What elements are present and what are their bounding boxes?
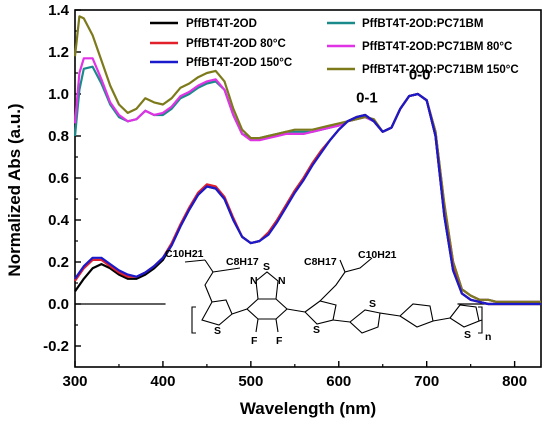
y-tick-label: 1.0 — [48, 86, 69, 103]
x-axis-title: Wavelength (nm) — [240, 399, 376, 418]
repeat-unit-n: n — [485, 331, 491, 343]
thiophene-ring-1 — [201, 299, 233, 326]
legend-label-5: PffBT4T-2OD:PC71BM 80°C — [362, 41, 512, 53]
thiophene-ring-4 — [399, 303, 434, 328]
y-tick-label: 0.8 — [48, 128, 69, 145]
series-lines — [73, 15, 541, 306]
atom-s-thiadiazole: S — [263, 261, 270, 273]
benzene-ring — [246, 298, 288, 320]
bond-3 — [332, 319, 351, 323]
bond-4 — [379, 312, 401, 317]
y-tick-label: 1.4 — [48, 2, 70, 19]
alkyl-label-c8h17-right: C8H17 — [304, 256, 337, 268]
series-line — [73, 15, 541, 303]
x-tick-label: 600 — [326, 373, 351, 390]
atom-f-2: F — [276, 335, 283, 347]
legend-label-2: PffBT4T-2OD 80°C — [186, 38, 286, 50]
bond-2 — [286, 308, 306, 313]
series-line — [74, 92, 541, 306]
y-tick-label: 0.4 — [48, 212, 70, 229]
legend: PffBT4T-2OD PffBT4T-2OD 80°C PffBT4T-2OD… — [150, 18, 519, 76]
x-tick-label: 400 — [150, 373, 175, 390]
x-tick-label: 700 — [414, 373, 439, 390]
annotation-0-1: 0-1 — [356, 90, 378, 107]
legend-label-3: PffBT4T-2OD 150°C — [186, 57, 292, 69]
alkyl-label-c8h17-left: C8H17 — [226, 256, 259, 268]
y-tick-label: 0.6 — [48, 170, 69, 187]
atom-n-1: N — [250, 275, 258, 287]
alkyl-label-c10h21-left: C10H21 — [165, 248, 204, 260]
plot-frame — [74, 9, 542, 368]
thiophene-ring-3 — [349, 309, 381, 334]
thiadiazole-ring — [255, 271, 279, 300]
y-tick-label: 0.0 — [48, 296, 69, 313]
x-tick-label: 300 — [62, 373, 87, 390]
thiophene-ring-5 — [449, 304, 480, 328]
legend-label-4: PffBT4T-2OD:PC71BM — [362, 18, 483, 30]
polymer-structure — [184, 257, 483, 334]
bond-5 — [432, 317, 451, 322]
y-axis-title: Normalized Abs (a.u.) — [5, 103, 24, 276]
atom-s-2: S — [313, 324, 320, 336]
alkyl-chain-right — [319, 257, 373, 302]
annotation-0-0: 0-0 — [409, 67, 431, 84]
y-tick-label: 0.2 — [48, 254, 69, 271]
atom-s-3: S — [369, 298, 376, 310]
atom-s-4: S — [464, 329, 471, 341]
legend-label-1: PffBT4T-2OD — [186, 18, 257, 30]
bond-1 — [231, 308, 248, 315]
atom-s-1: S — [214, 325, 221, 337]
y-tick-label: -0.2 — [43, 338, 69, 355]
fluoro-bond-2 — [275, 318, 279, 333]
legend-label-6: PffBT4T-2OD:PC71BM 150°C — [362, 64, 519, 76]
atom-n-2: N — [278, 275, 286, 287]
bond-6 — [478, 319, 483, 322]
alkyl-chain-left — [184, 259, 241, 303]
polymer-labels: C10H21 C8H17 C8H17 C10H21 N S N F F S S … — [165, 248, 491, 347]
x-tick-label: 500 — [238, 373, 263, 390]
axis-ticks: 300 400 500 600 700 800 -0.2 0.0 0.2 0.4 0.6 0.8 1.0… — [43, 2, 527, 390]
fluoro-bond-1 — [255, 318, 259, 333]
alkyl-label-c10h21-right: C10H21 — [358, 249, 397, 261]
x-tick-label: 800 — [502, 373, 527, 390]
atom-f-1: F — [251, 335, 258, 347]
thiophene-ring-2 — [304, 300, 337, 325]
y-tick-label: 1.2 — [48, 44, 69, 61]
bracket-left — [191, 306, 196, 334]
